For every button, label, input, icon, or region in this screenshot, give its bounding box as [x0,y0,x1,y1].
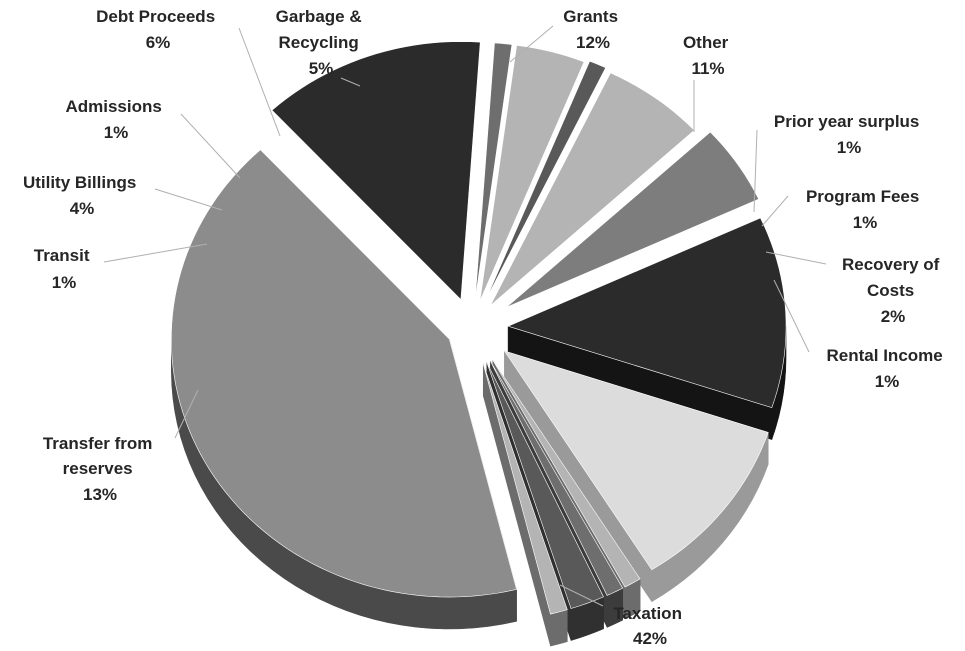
label-recovery-of-costs: Recovery of Costs 2% [842,255,944,326]
label-program-pct: 1% [853,213,878,232]
label-garbage-pct: 5% [309,59,334,78]
label-prior-pct: 1% [837,138,862,157]
label-taxation-name: Taxation [613,604,682,623]
label-admissions-name: Admissions [65,97,161,116]
label-taxation-pct: 42% [633,629,667,648]
label-admissions-pct: 1% [104,123,129,142]
leader-line-utility-billings [154,188,223,211]
slice-program-fees [490,361,624,596]
label-garbage-recycling: Garbage & Recycling 5% [276,7,367,78]
slice-transit [474,42,513,301]
leader-line-recovery-of-costs [765,251,827,265]
label-transit-name: Transit [34,246,90,265]
label-transit-pct: 1% [52,273,77,292]
slice-grants [507,217,787,408]
label-prior-name: Prior year surplus [774,112,920,131]
leader-line-debt-proceeds [238,27,281,137]
slice-transfer-from-reserves [271,41,481,301]
leader-line-transfer-from-reserves [174,389,199,439]
slice-recovery-of-costs [486,362,604,609]
leader-lines [103,25,827,607]
label-transfer-pct: 13% [83,485,117,504]
slice-other [503,350,769,571]
pie-slices [171,41,787,647]
leader-line-rental-income [773,279,810,353]
slice-prior-year-surplus [492,359,641,588]
leader-line-admissions [180,113,241,179]
label-grants-name: Grants [563,7,618,26]
leader-line-grants [509,25,554,63]
label-grants: Grants 12% [563,7,623,52]
label-transit: Transit 1% [34,246,94,292]
label-program-fees: Program Fees 1% [806,187,924,232]
label-program-name: Program Fees [806,187,919,206]
label-debt-proceeds: Debt Proceeds 6% [96,7,220,52]
slice-debt-proceeds [490,72,695,306]
leader-line-program-fees [761,195,789,227]
leader-line-garbage-recycling [340,77,361,87]
slice-admissions [485,60,607,301]
slice-utility-billings [479,44,585,302]
label-prior-year-surplus: Prior year surplus 1% [774,112,924,157]
label-utility-name: Utility Billings [23,173,136,192]
label-utility-billings: Utility Billings 4% [23,173,141,218]
label-transfer-from-reserves: Transfer from reserves 13% [43,434,157,504]
leader-line-taxation [559,584,604,607]
label-rental-name: Rental Income [827,346,943,365]
label-admissions: Admissions 1% [65,97,166,142]
label-other: Other 11% [683,33,733,78]
label-debt-name: Debt Proceeds [96,7,215,26]
label-rental-income: Rental Income 1% [827,346,948,391]
label-utility-pct: 4% [70,199,95,218]
slice-taxation [171,149,517,598]
label-taxation: Taxation 42% [613,604,686,648]
label-grants-pct: 12% [576,33,610,52]
label-rental-pct: 1% [875,372,900,391]
label-recovery-pct: 2% [881,307,906,326]
leader-line-prior-year-surplus [753,129,758,213]
label-other-name: Other [683,33,729,52]
label-other-pct: 11% [691,59,724,78]
leader-line-transit [103,243,208,263]
slice-rental-income [482,363,568,615]
label-debt-pct: 6% [146,33,171,52]
